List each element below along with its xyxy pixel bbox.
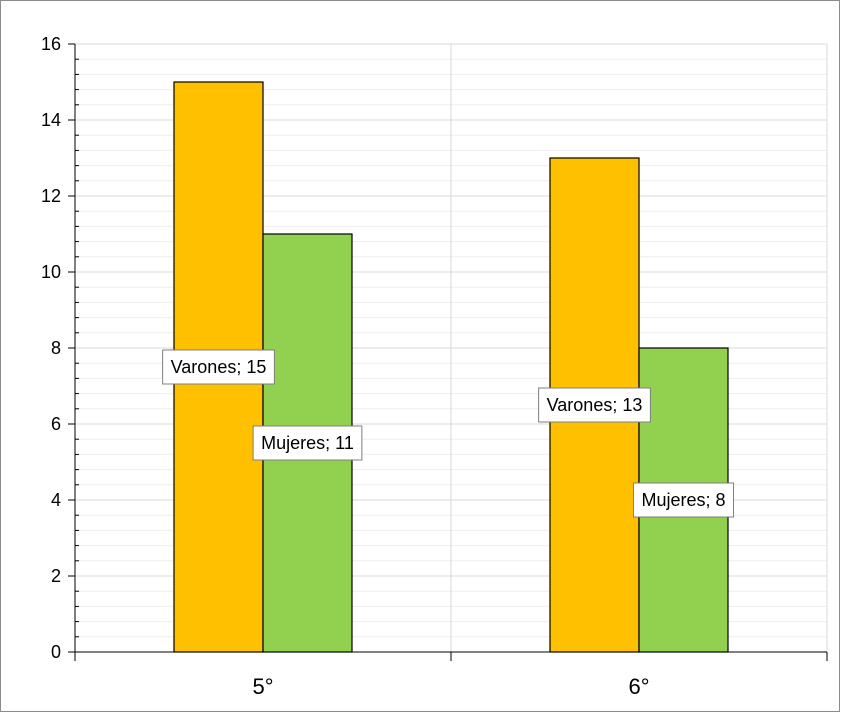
axes	[68, 43, 828, 661]
data-label-box	[252, 425, 363, 461]
data-label-mujeres-2: Mujeres; 8	[632, 482, 735, 518]
data-label-text: Mujeres; 11	[261, 433, 354, 453]
data-label-text: Varones; 15	[171, 357, 267, 377]
y-tick-label: 16	[41, 34, 61, 54]
y-tick-labels: 0 2 4 6 8 10 12 14 16	[41, 34, 61, 662]
y-tick-label: 10	[41, 262, 61, 282]
y-tick-label: 8	[51, 338, 61, 358]
x-tick-label: 6°	[628, 674, 649, 699]
data-label-box	[538, 387, 651, 423]
y-tick-label: 2	[51, 566, 61, 586]
x-tick-labels: 5° 6°	[252, 674, 649, 699]
data-label-mujeres-1: Mujeres; 11	[252, 425, 363, 461]
data-label-box	[632, 482, 735, 518]
y-tick-label: 4	[51, 490, 61, 510]
x-tick-label: 5°	[252, 674, 273, 699]
y-tick-label: 12	[41, 186, 61, 206]
y-tick-label: 6	[51, 414, 61, 434]
data-label-varones-1: Varones; 15	[162, 349, 275, 385]
data-label-text: Varones; 13	[547, 395, 643, 415]
y-tick-label: 0	[51, 642, 61, 662]
y-tick-label: 14	[41, 110, 61, 130]
data-label-text: Mujeres; 8	[641, 490, 725, 510]
data-labels: Varones; 15 Varones; 13 Mujeres; 11 Mujeres…	[162, 349, 735, 518]
data-label-box	[162, 349, 275, 385]
data-label-varones-2: Varones; 13	[538, 387, 651, 423]
